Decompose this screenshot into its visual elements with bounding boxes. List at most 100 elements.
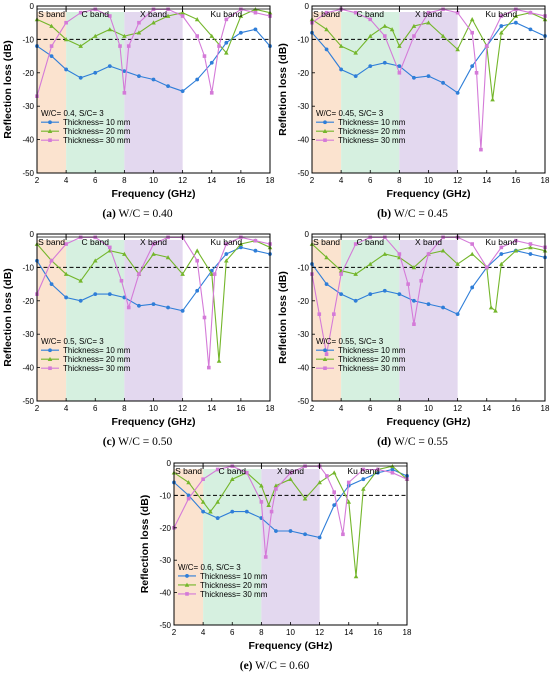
data-point [49,23,54,28]
data-point [64,20,68,25]
data-point [412,34,416,38]
x-tick-label: 14 [482,176,491,185]
data-point [186,493,191,498]
data-point [151,302,156,307]
data-point [215,499,220,504]
legend-marker [323,366,327,371]
y-tick-label: -10 [297,35,309,44]
legend-label: Thickness= 10 mm [63,346,131,355]
data-point [324,10,329,15]
y-tick-label: -30 [159,556,171,565]
data-point [406,282,410,286]
data-point [302,496,308,501]
y-tick-label: -40 [22,136,34,145]
caption-label: (b) [377,208,392,220]
data-point [107,292,112,297]
data-point [353,50,358,55]
legend-entry: Thickness= 10 mm [41,346,131,355]
legend-label: Thickness= 10 mm [338,346,406,355]
data-point [194,17,200,22]
data-point [368,17,373,22]
data-point [122,69,127,74]
data-point [426,252,431,256]
legend-marker [323,348,327,353]
data-point [353,298,358,303]
x-tick-label: 18 [541,176,550,185]
data-point [195,288,200,293]
data-point [353,574,359,579]
x-tick-label: 2 [35,404,40,413]
data-point [274,529,278,533]
data-point [361,467,366,472]
x-tick-label: 14 [344,628,353,637]
band-label: S band [313,9,340,19]
caption-label: (d) [377,436,392,448]
data-point [64,67,69,72]
data-point [238,30,243,35]
x-axis-title: Frequency (GHz) [248,640,332,652]
data-point [339,272,343,276]
x-tick-label: 18 [266,176,275,185]
data-point [470,30,474,35]
data-point [411,23,417,28]
data-point [137,272,141,276]
data-point [412,298,416,303]
data-point [274,487,278,491]
data-point [201,509,206,514]
x-tick-label: 6 [368,176,373,185]
legend-entry: Thickness= 20 mm [316,355,406,364]
data-point [195,34,199,38]
data-point [201,477,205,481]
x-axis-title: Frequency (GHz) [386,188,470,200]
data-point [273,483,279,488]
data-point [426,20,431,25]
x-tick-label: 2 [310,404,315,413]
data-point [209,33,215,38]
data-point [126,44,131,48]
data-point [49,258,54,263]
band-shade [203,469,262,625]
x-tick-label: 18 [403,628,412,637]
data-point [455,10,460,15]
legend-label: Thickness= 20 mm [338,127,406,136]
legend-marker [184,582,190,587]
data-point [288,470,293,475]
band-label: Ku band [485,237,517,247]
x-tick-label: 12 [453,404,462,413]
band-label: Ku band [485,9,517,19]
data-point [376,467,380,472]
data-point [122,251,127,256]
data-point [346,480,351,485]
x-tick-label: 4 [64,176,69,185]
legend-marker [322,128,328,134]
band-shade [124,12,183,173]
data-point [118,44,122,48]
series-line [36,240,271,361]
caption-label: (c) [102,436,116,448]
y-tick-label: -30 [297,102,309,111]
x-tick-label: 10 [149,176,158,185]
data-point [513,248,519,253]
caption-label: (a) [102,208,116,220]
data-point [78,278,83,283]
x-tick-label: 2 [172,628,177,637]
x-tick-label: 14 [482,404,491,413]
x-tick-label: 4 [201,628,206,637]
x-tick-label: 12 [453,176,462,185]
x-tick-label: 8 [397,176,402,185]
band-label: X band [140,237,167,247]
band-shade [399,240,458,401]
data-point [180,89,185,94]
data-point [253,238,258,243]
legend-marker [48,348,52,353]
data-point [440,33,446,38]
legend-label: Thickness= 30 mm [200,590,268,599]
data-point [382,288,387,293]
caption-c: (c) W/C = 0.50 [0,436,275,448]
data-point [92,33,98,38]
data-point [499,14,504,18]
y-axis-title: Reflection loss (dB) [139,495,151,594]
y-tick-label: -30 [22,102,34,111]
band-shade [399,12,458,173]
caption-text: W/C = 0.50 [118,436,173,448]
